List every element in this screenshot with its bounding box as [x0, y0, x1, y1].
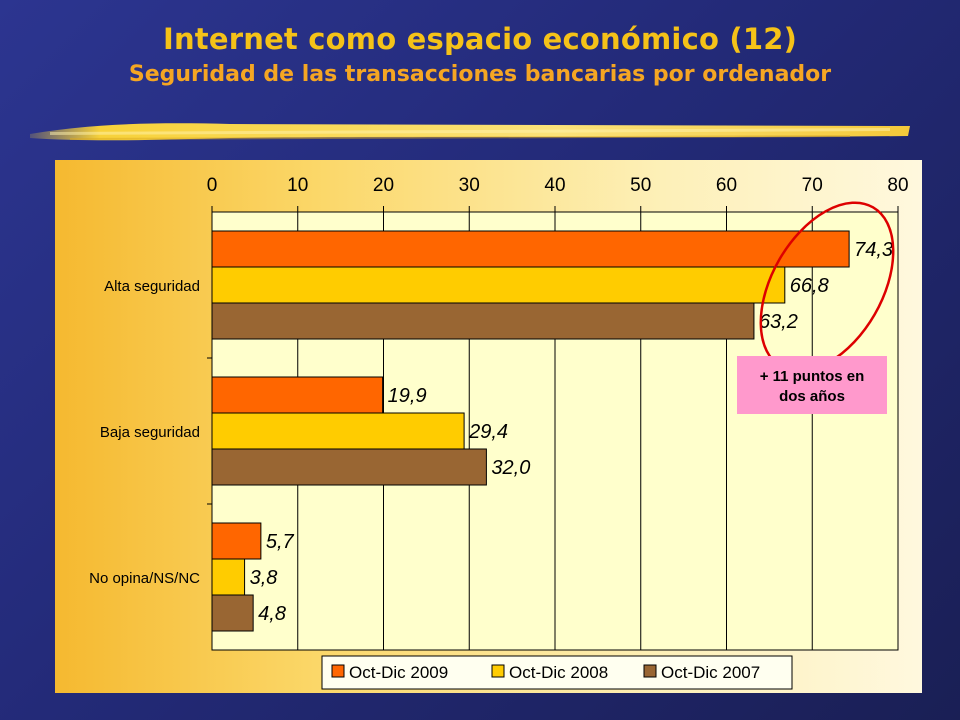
x-tick-label: 10 — [287, 175, 308, 196]
legend: Oct-Dic 2009 Oct-Dic 2008 Oct-Dic 2007 — [321, 655, 793, 690]
bar — [211, 412, 465, 450]
data-label: 29,4 — [468, 421, 508, 443]
bar — [211, 594, 254, 632]
bar — [211, 448, 487, 486]
bar — [211, 230, 850, 268]
legend-label: Oct-Dic 2008 — [509, 663, 608, 682]
x-tick-label: 0 — [207, 175, 218, 196]
page-title: Internet como espacio económico (12) — [162, 22, 798, 56]
x-tick-label: 70 — [802, 175, 823, 196]
x-tick-label: 50 — [630, 175, 651, 196]
category-labels: Alta seguridad Baja seguridad No opina/NS/… — [89, 278, 212, 587]
annotation-box: + 11 puntos en dos años — [737, 356, 887, 414]
data-label: 4,8 — [258, 603, 286, 625]
x-tick-label: 20 — [373, 175, 394, 196]
page-subtitle: Seguridad de las transacciones bancarias… — [128, 62, 832, 87]
legend-swatch — [491, 664, 505, 678]
annotation-line2: dos años — [779, 388, 845, 405]
data-label: 74,3 — [854, 239, 893, 261]
data-label: 32,0 — [491, 457, 530, 479]
category-label: Alta seguridad — [104, 278, 200, 295]
x-tick-label: 80 — [887, 175, 908, 196]
bars — [211, 230, 850, 632]
x-tick-label: 60 — [716, 175, 737, 196]
legend-label: Oct-Dic 2009 — [349, 663, 448, 682]
data-label: 5,7 — [266, 531, 295, 553]
x-tick-label: 40 — [544, 175, 565, 196]
data-label: 3,8 — [250, 567, 278, 589]
annotation-line1: + 11 puntos en — [760, 368, 865, 385]
title-block: Internet como espacio económico (12) Seg… — [0, 22, 960, 87]
data-label: 19,9 — [388, 385, 427, 407]
bar — [211, 266, 786, 304]
x-tick-label: 30 — [459, 175, 480, 196]
bar — [211, 302, 755, 340]
category-label: No opina/NS/NC — [89, 570, 200, 587]
x-tick-labels: 0 10 20 30 40 50 60 70 80 — [207, 175, 909, 212]
bar — [211, 558, 246, 596]
legend-swatch — [331, 664, 345, 678]
bar — [211, 522, 262, 560]
category-label: Baja seguridad — [100, 424, 200, 441]
data-labels: 74,3 66,8 63,2 19,9 29,4 32,0 5,7 3,8 4,8 — [250, 239, 893, 625]
data-label: 66,8 — [790, 275, 829, 297]
data-label: 63,2 — [759, 311, 798, 333]
legend-swatch — [643, 664, 657, 678]
brush-stroke-divider — [30, 123, 910, 141]
legend-label: Oct-Dic 2007 — [661, 663, 760, 682]
bar — [211, 376, 384, 414]
